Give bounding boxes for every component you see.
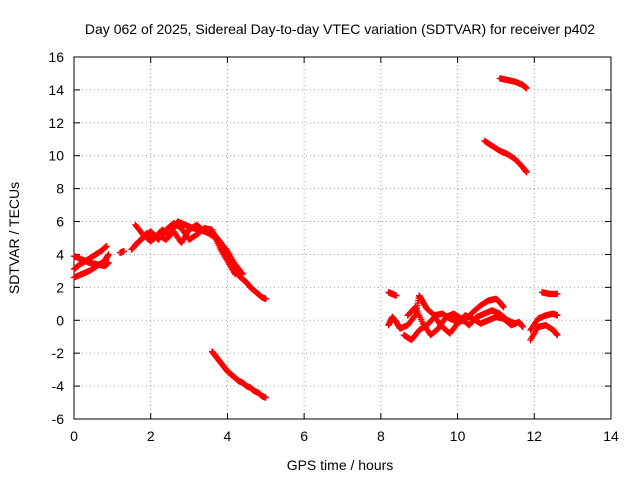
y-tick-label: 0: [56, 312, 64, 328]
x-tick-label: 6: [300, 428, 308, 444]
x-tick-label: 4: [224, 428, 232, 444]
x-tick-label: 0: [70, 428, 78, 444]
grid-lines: [74, 57, 611, 419]
data-point-arc-early-d: [120, 247, 128, 255]
x-tick-label: 2: [147, 428, 155, 444]
data-point-arc-late-b: [411, 313, 418, 320]
data-point-arc-main-c: [231, 271, 239, 278]
x-tick-label: 12: [526, 428, 542, 444]
data-point-arc-main-b: [239, 271, 246, 278]
x-tick-label: 14: [603, 428, 619, 444]
y-tick-label: -2: [52, 345, 65, 361]
data-point-arc-late-h: [554, 331, 561, 339]
x-tick-label: 10: [450, 428, 466, 444]
plot-frame: [73, 56, 612, 420]
data-point-arc-late-a: [393, 292, 400, 299]
data-point-arc-main-a: [262, 295, 269, 303]
y-tick-label: 4: [56, 246, 64, 262]
x-tick-label: 8: [377, 428, 385, 444]
y-axis-label: SDTVAR / TECUs: [6, 182, 22, 294]
y-tick-label: 16: [48, 49, 64, 65]
data-point-arc-main-b: [238, 269, 246, 277]
data-point-arc-early-c: [105, 259, 112, 266]
y-tick-label: -4: [52, 378, 65, 394]
data-point-arc-early-b: [103, 243, 110, 250]
y-tick-label: 2: [56, 279, 64, 295]
data-point-arc-early-a: [105, 251, 112, 258]
y-tick-label: 12: [48, 115, 64, 131]
data-point-arc-late-f: [523, 85, 530, 92]
data-point-arc-late-c: [519, 323, 526, 331]
y-tick-label: -6: [52, 411, 65, 427]
y-tick-label: 8: [56, 181, 64, 197]
data-point-arc-late-d: [511, 320, 519, 327]
data-point-arc-late-b: [500, 303, 507, 311]
data-points: [70, 75, 561, 401]
x-axis-label: GPS time / hours: [287, 457, 394, 473]
data-point-arc-negative: [262, 394, 269, 401]
chart-title: Day 062 of 2025, Sidereal Day-to-day VTE…: [85, 21, 595, 37]
y-tick-label: 10: [48, 148, 64, 164]
axis-ticks: 0 2 4 6 8 10 12 14 -6 -4 -2 0 2 4 6 8 10 12 14 16: [48, 49, 619, 444]
data-point-arc-late-g: [554, 312, 561, 319]
data-point-arc-late-e: [523, 168, 530, 176]
data-point-arc-late-i: [554, 290, 561, 298]
y-tick-label: 14: [48, 82, 64, 98]
y-tick-label: 6: [56, 214, 64, 230]
